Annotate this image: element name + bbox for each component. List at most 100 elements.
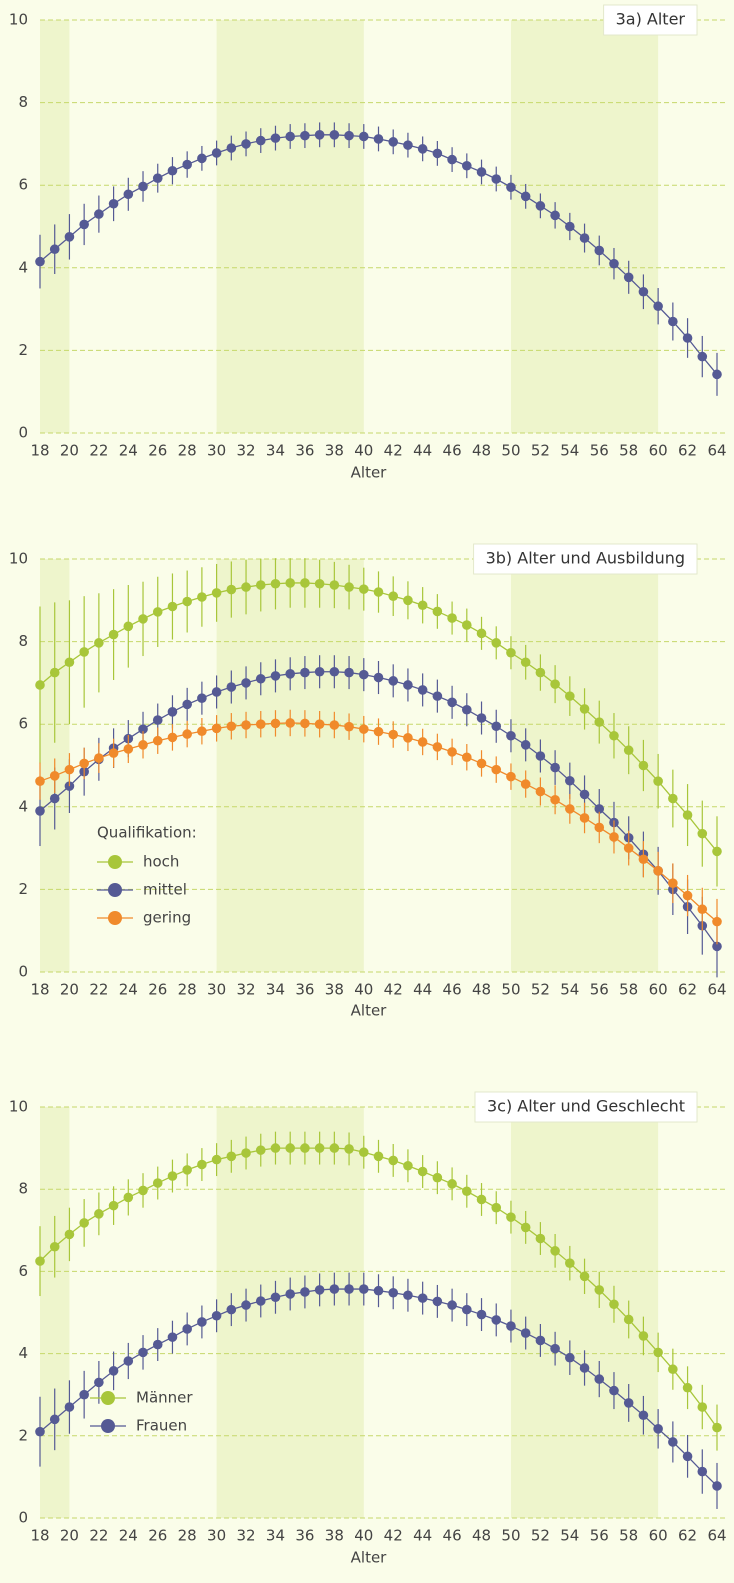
y-tick-label: 2 [18, 1426, 28, 1444]
data-point [712, 369, 722, 380]
data-point [329, 720, 340, 730]
data-point [329, 130, 340, 140]
data-point [417, 685, 428, 695]
data-point [476, 167, 487, 177]
x-tick-label: 62 [678, 1527, 697, 1545]
shaded-band [216, 1107, 364, 1518]
data-point [535, 1335, 546, 1346]
data-point [638, 760, 649, 771]
data-point [197, 693, 207, 703]
y-tick-label: 10 [9, 1098, 28, 1116]
data-point [358, 584, 369, 594]
data-point [79, 219, 89, 230]
x-tick-label: 28 [178, 1527, 197, 1545]
data-point [417, 737, 428, 747]
data-point [226, 1151, 237, 1162]
x-axis-label: Alter [351, 464, 388, 482]
data-point [167, 707, 178, 717]
data-point [697, 1466, 708, 1477]
data-point [167, 165, 178, 176]
data-point [623, 272, 634, 283]
data-point [255, 1296, 266, 1306]
x-tick-label: 26 [148, 442, 167, 460]
data-point [226, 721, 237, 732]
data-point [344, 130, 354, 141]
data-point [138, 1347, 148, 1358]
data-point [462, 704, 472, 715]
x-tick-label: 48 [472, 981, 491, 999]
data-point [668, 1437, 678, 1447]
x-tick-label: 50 [501, 981, 520, 999]
x-tick-label: 64 [707, 442, 726, 460]
data-point [255, 580, 266, 590]
data-point [300, 130, 310, 141]
data-point [609, 730, 619, 741]
x-tick-label: 32 [236, 981, 255, 999]
x-tick-label: 22 [89, 442, 108, 460]
data-point [653, 866, 663, 876]
data-point [432, 148, 443, 159]
x-tick-label: 60 [649, 981, 668, 999]
data-point [123, 189, 134, 200]
data-point [64, 1229, 75, 1240]
data-point [579, 1363, 590, 1373]
x-tick-label: 30 [207, 981, 226, 999]
x-tick-label: 52 [531, 442, 550, 460]
data-point [64, 1402, 75, 1412]
x-tick-label: 18 [30, 442, 49, 460]
data-point [285, 1143, 295, 1153]
data-point [447, 1300, 457, 1310]
data-point [329, 580, 340, 590]
data-point [535, 667, 546, 678]
data-point [94, 638, 104, 648]
data-point [609, 258, 619, 269]
x-tick-label: 46 [443, 981, 462, 999]
data-point [211, 1154, 222, 1165]
data-point [417, 1293, 428, 1303]
data-point [152, 607, 163, 617]
data-point [491, 174, 502, 184]
data-point [197, 726, 207, 737]
data-point [64, 764, 75, 775]
data-point [565, 1258, 575, 1268]
x-tick-label: 42 [384, 442, 403, 460]
x-tick-label: 62 [678, 981, 697, 999]
legend-label: gering [143, 909, 191, 927]
data-point [300, 667, 310, 678]
data-point [182, 699, 192, 710]
data-point [712, 846, 722, 857]
data-point [565, 691, 575, 701]
data-point [182, 1165, 192, 1175]
data-point [506, 1321, 516, 1331]
data-point [506, 730, 516, 741]
y-tick-label: 2 [18, 880, 28, 898]
data-point [491, 721, 502, 732]
data-point [79, 758, 89, 769]
data-point [491, 638, 502, 648]
y-tick-label: 8 [18, 93, 28, 111]
x-tick-label: 44 [413, 1527, 432, 1545]
data-point [520, 779, 531, 789]
data-point [403, 140, 413, 150]
x-tick-label: 42 [384, 1527, 403, 1545]
data-point [550, 762, 560, 773]
data-point [594, 1285, 605, 1295]
data-point [653, 776, 663, 786]
x-tick-label: 18 [30, 1527, 49, 1545]
legend-label: Frauen [136, 1417, 187, 1435]
data-point [462, 1186, 472, 1197]
data-point [579, 704, 590, 714]
data-point [94, 753, 104, 763]
data-point [638, 1331, 649, 1341]
data-point [535, 1233, 546, 1244]
legend-label: hoch [143, 853, 179, 871]
data-point [682, 333, 693, 343]
x-tick-label: 48 [472, 442, 491, 460]
data-point [226, 1304, 237, 1315]
data-point [623, 1314, 634, 1325]
data-point [329, 1143, 340, 1153]
data-point [270, 1292, 281, 1303]
data-point [138, 740, 148, 750]
data-point [94, 1377, 104, 1388]
